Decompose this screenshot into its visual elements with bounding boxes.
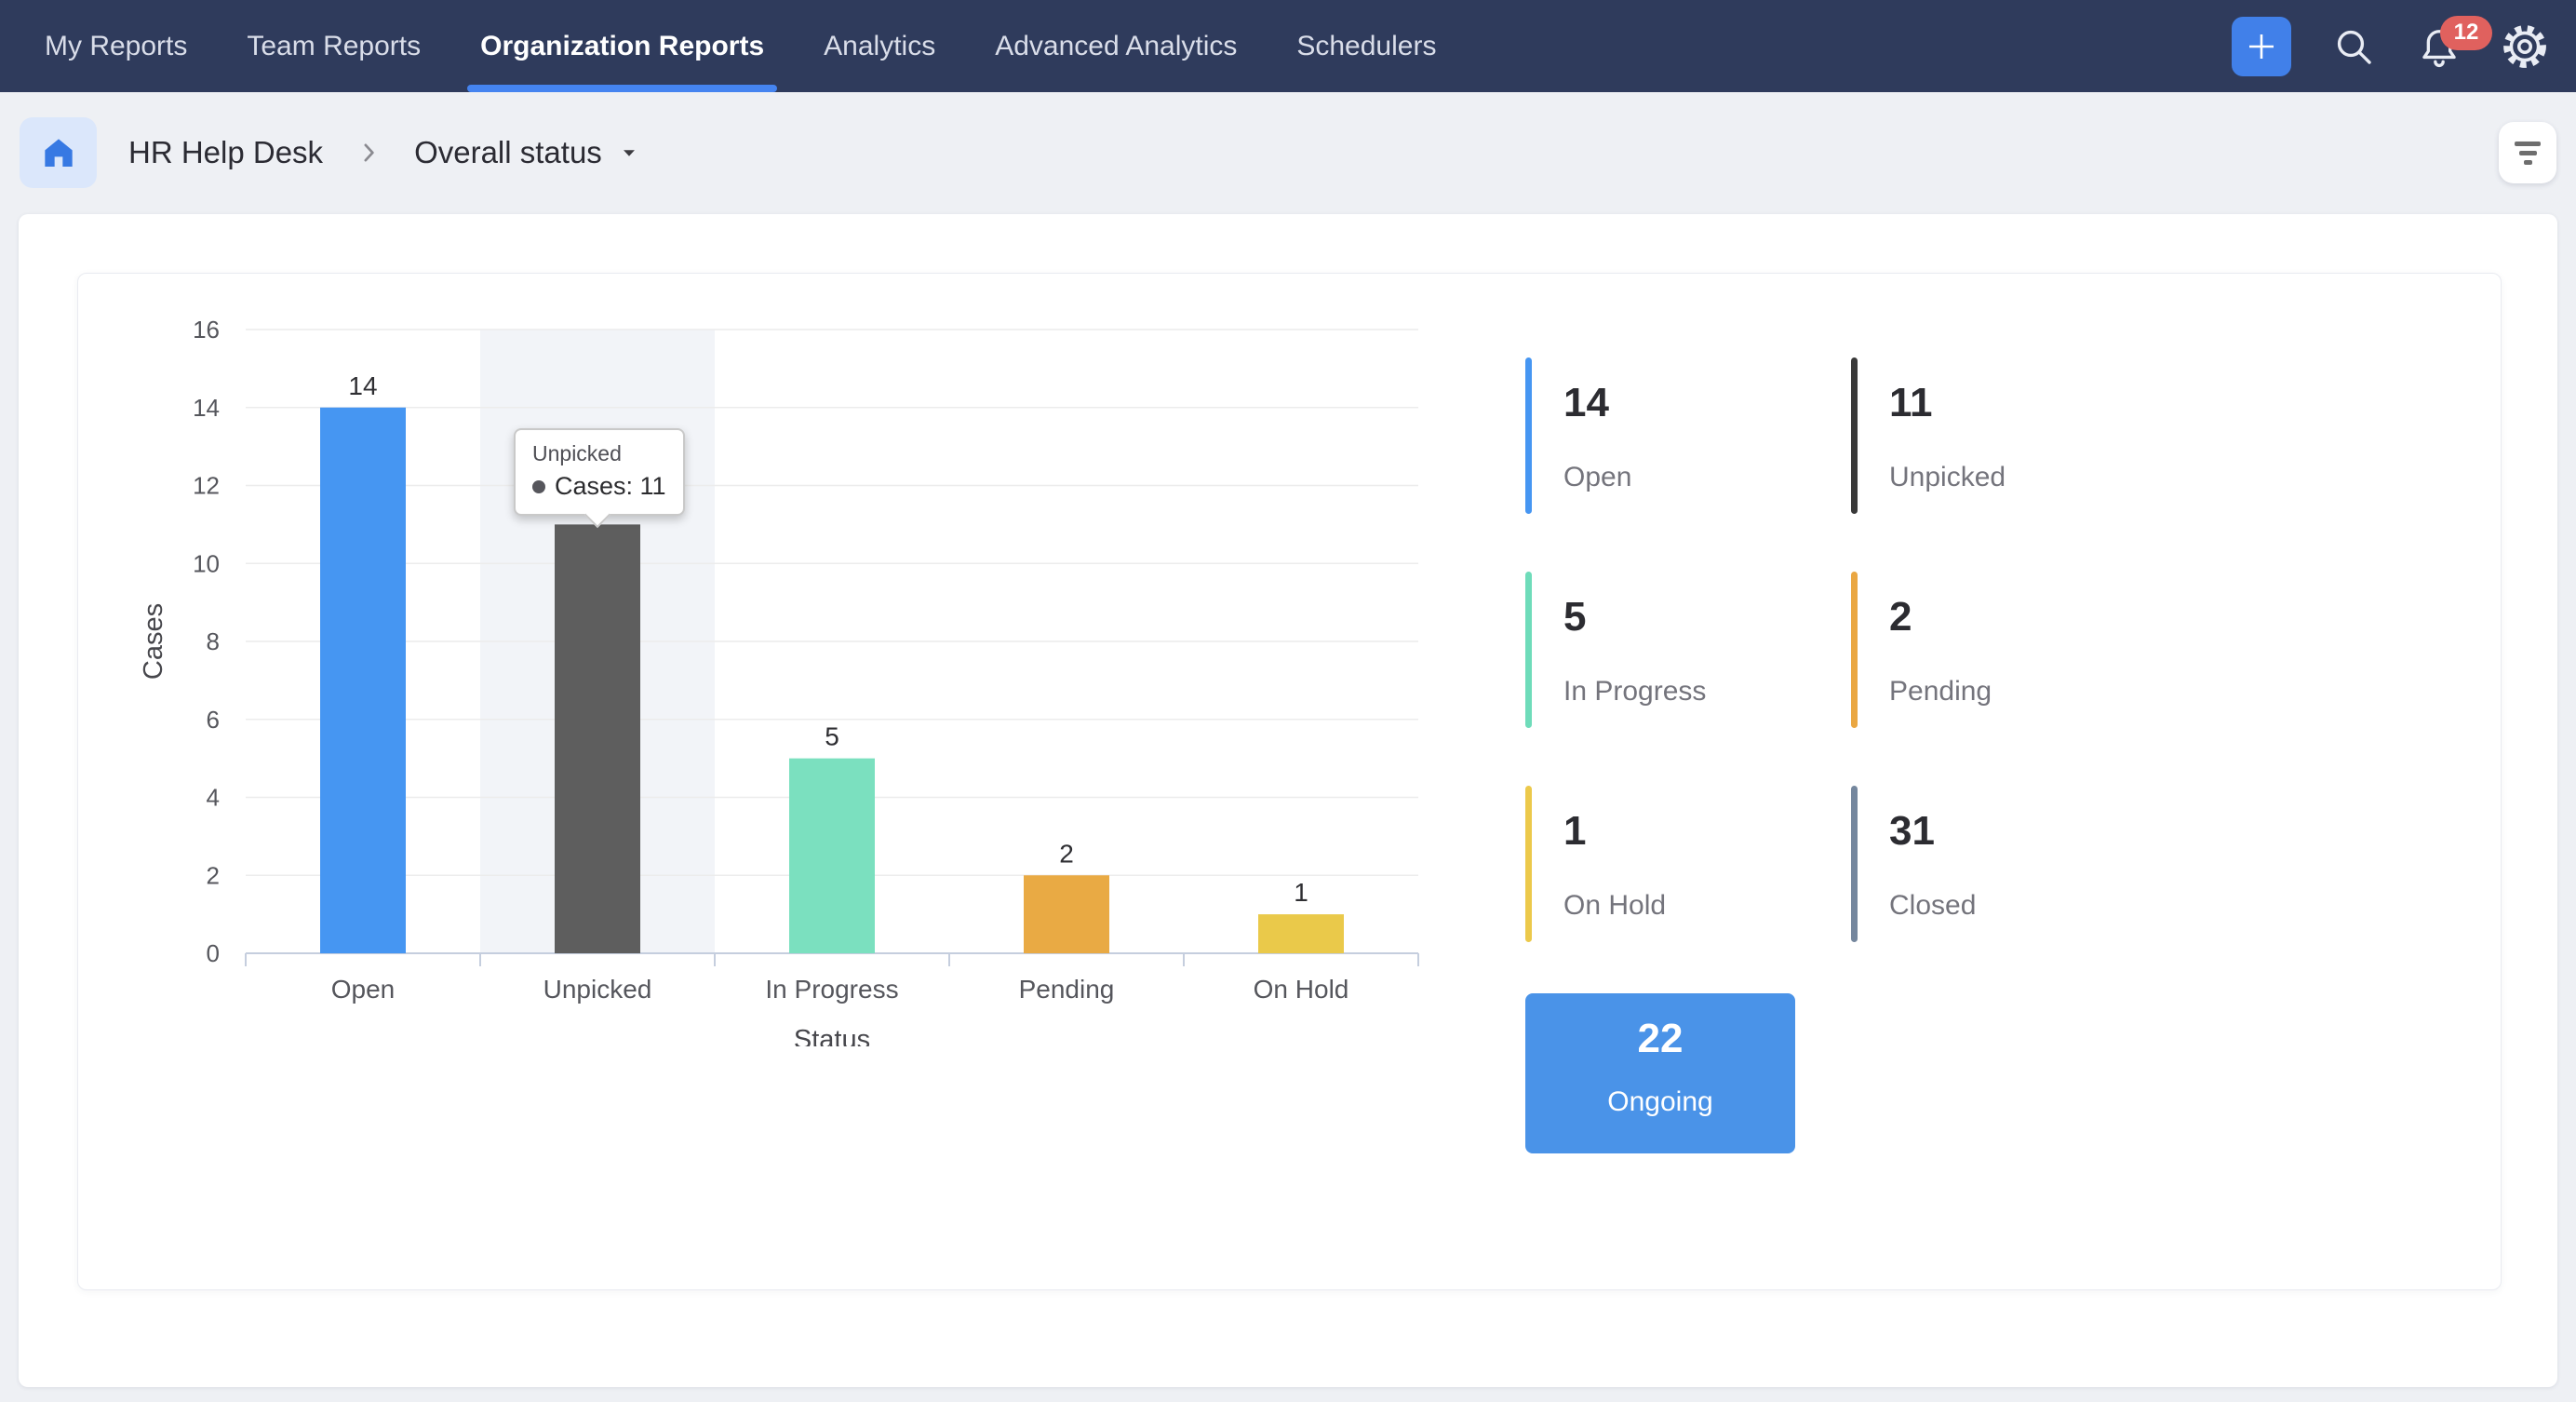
filter-button[interactable] [2499,122,2556,183]
search-button[interactable] [2330,23,2377,70]
svg-text:5: 5 [825,722,839,751]
stat-color-bar [1525,572,1532,728]
series-bullet-icon [532,479,545,493]
svg-text:Open: Open [331,975,396,1004]
stat-value: 1 [1563,808,1587,854]
nav-tabs: My Reports Team Reports Organization Rep… [45,0,1436,92]
plus-icon [2249,34,2274,59]
svg-text:On Hold: On Hold [1254,975,1349,1004]
stat-label: On Hold [1563,890,1667,921]
stat-color-bar [1851,357,1858,514]
settings-button[interactable] [2502,23,2548,70]
tab-label: Team Reports [247,30,422,61]
tooltip-value-line: Cases: 11 [532,472,666,501]
stat-label: Pending [1889,676,1992,707]
stat-value: 14 [1563,380,1609,425]
breadcrumb-page-selector[interactable]: Overall status [414,135,641,170]
svg-text:2: 2 [1059,839,1074,868]
bar-chart-canvas[interactable]: 024681012141614Open11Unpicked5In Progres… [115,274,1456,1055]
stat-unpicked[interactable]: 11 Unpicked [1851,357,2177,514]
svg-text:16: 16 [193,316,220,344]
status-summary-grid: 14 Open 11 Unpicked 5 In Progress 2 Pending … [1525,357,2177,942]
tab-organization-reports[interactable]: Organization Reports [467,0,778,92]
svg-text:Cases: Cases [139,603,168,680]
stat-color-bar [1851,786,1858,942]
svg-text:4: 4 [207,784,220,812]
search-icon [2337,30,2371,64]
svg-text:6: 6 [207,706,220,734]
svg-text:14: 14 [348,371,377,400]
tab-schedulers[interactable]: Schedulers [1296,0,1436,92]
chevron-right-icon [355,139,382,167]
notification-badge: 12 [2440,15,2492,50]
tab-label: Schedulers [1296,30,1437,61]
chart-tooltip: Unpicked Cases: 11 [514,428,685,516]
nav-actions: 12 [2232,15,2576,76]
stat-color-bar [1525,786,1532,942]
stat-value: 5 [1563,594,1587,640]
stat-color-bar [1525,357,1532,514]
status-bar-chart: 024681012141614Open11Unpicked5In Progres… [115,274,1456,1055]
report-panel: 024681012141614Open11Unpicked5In Progres… [19,214,2557,1387]
breadcrumb: HR Help Desk Overall status [0,92,2576,212]
ongoing-value: 22 [1637,1016,1684,1061]
svg-text:8: 8 [207,627,220,655]
stat-label: Open [1563,462,1632,492]
svg-text:0: 0 [207,939,220,967]
svg-text:2: 2 [207,861,220,889]
stat-value: 2 [1889,594,1912,640]
stat-pending[interactable]: 2 Pending [1851,572,2177,728]
tab-label: My Reports [45,30,188,61]
overall-status-card: 024681012141614Open11Unpicked5In Progres… [77,273,2502,1290]
stat-color-bar [1851,572,1858,728]
svg-text:12: 12 [193,472,220,500]
active-tab-underline [467,85,778,92]
stat-label: In Progress [1563,676,1707,707]
stat-open[interactable]: 14 Open [1525,357,1851,514]
tab-label: Organization Reports [480,30,765,61]
svg-text:Status: Status [794,1025,870,1046]
svg-text:Unpicked: Unpicked [543,975,652,1004]
stat-closed[interactable]: 31 Closed [1851,786,2177,942]
caret-down-icon [623,149,635,156]
home-button[interactable] [20,116,97,188]
tab-label: Analytics [824,30,936,61]
tab-my-reports[interactable]: My Reports [45,0,187,92]
breadcrumb-page-name: Overall status [414,134,602,169]
tab-team-reports[interactable]: Team Reports [247,0,421,92]
tab-analytics[interactable]: Analytics [824,0,935,92]
stat-in-progress[interactable]: 5 In Progress [1525,572,1851,728]
top-navigation-bar: My Reports Team Reports Organization Rep… [0,0,2576,92]
add-button[interactable] [2232,16,2291,76]
svg-text:In Progress: In Progress [765,975,898,1004]
stat-ongoing-button[interactable]: 22 Ongoing [1525,993,1795,1153]
stat-label: Unpicked [1889,462,2006,492]
svg-text:14: 14 [193,394,220,422]
tab-label: Advanced Analytics [995,30,1238,61]
svg-text:Pending: Pending [1019,975,1115,1004]
stat-on-hold[interactable]: 1 On Hold [1525,786,1851,942]
status-summary: 14 Open 11 Unpicked 5 In Progress 2 Pending … [1525,357,2177,1153]
stat-value: 11 [1889,380,1933,425]
notifications-button[interactable]: 12 [2416,15,2492,70]
breadcrumb-app-name[interactable]: HR Help Desk [128,134,324,169]
ongoing-label: Ongoing [1607,1086,1713,1117]
svg-text:10: 10 [193,549,220,577]
home-icon [44,138,73,167]
svg-text:1: 1 [1294,878,1308,907]
gear-icon [2503,24,2546,68]
stat-value: 31 [1889,808,1935,854]
stat-label: Closed [1889,890,1977,921]
tooltip-category: Unpicked [532,441,622,465]
tab-advanced-analytics[interactable]: Advanced Analytics [995,0,1237,92]
